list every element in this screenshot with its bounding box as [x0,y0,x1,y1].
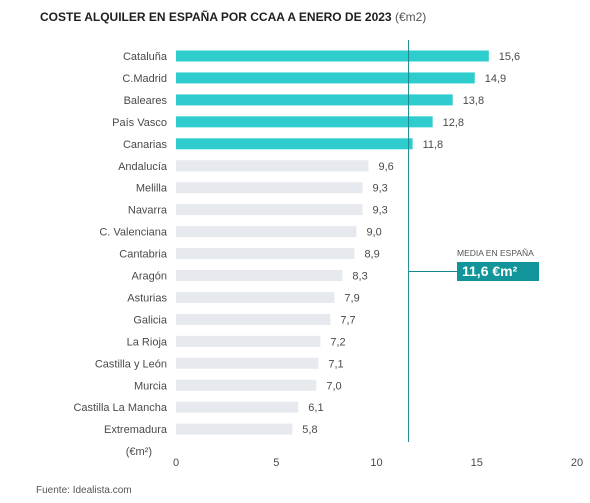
category-label: Canarias [123,139,168,151]
category-label: País Vasco [112,117,167,129]
x-tick-label: 5 [273,457,279,469]
x-tick-label: 20 [571,457,583,469]
value-label: 9,3 [372,183,387,195]
category-label: Extremadura [104,424,168,436]
value-label: 8,9 [364,249,379,261]
bar [176,94,453,106]
value-label: 7,9 [344,292,359,304]
value-label: 14,9 [485,73,506,85]
category-label: Baleares [124,95,168,107]
category-label: C.Madrid [122,73,167,85]
bar [176,291,335,303]
average-value-box [457,262,539,281]
value-label: 9,6 [378,161,393,173]
average-value: 11,6 €m² [462,263,518,279]
value-label: 7,1 [328,358,343,370]
category-label: Cataluña [123,51,168,63]
bar [176,50,489,62]
bar [176,72,475,84]
bar [176,160,369,172]
bar [176,379,317,391]
category-label: C. Valenciana [99,227,168,239]
value-label: 7,0 [326,380,341,392]
value-label: 7,7 [340,314,355,326]
category-label: La Rioja [127,336,168,348]
category-label: Andalucía [118,161,168,173]
average-caption: MEDIA EN ESPAÑA [457,248,534,258]
bar [176,182,363,194]
value-label: 12,8 [443,117,464,129]
value-label: 8,3 [352,271,367,283]
axis-unit-label: (€m²) [126,446,152,458]
chart-title-unit: (€m2) [394,10,427,24]
category-label: Cantabria [119,249,168,261]
value-label: 6,1 [308,402,323,414]
bar [176,270,343,281]
bar [176,204,363,216]
category-label: Castilla y León [95,358,167,370]
x-tick-label: 10 [370,457,382,469]
bar [176,335,321,347]
value-label: 7,2 [330,336,345,348]
category-label: Navarra [128,205,168,217]
value-label: 15,6 [499,51,520,63]
bar-chart: Cataluña 15,6 C.Madrid 14,9 Baleares 13,8 País… [73,40,583,469]
category-label: Murcia [134,380,168,392]
x-tick-label: 0 [173,457,179,469]
category-label: Galicia [133,314,168,326]
category-label: Castilla La Mancha [73,402,167,414]
bar [176,401,299,413]
bar [176,313,331,325]
x-tick-label: 15 [471,457,483,469]
category-label: Asturias [127,292,167,304]
value-label: 9,3 [372,205,387,217]
bar [176,116,433,128]
bar [176,226,357,238]
bar [176,248,355,260]
bar [176,357,319,369]
value-label: 11,8 [423,139,444,151]
value-label: 9,0 [366,227,381,239]
bar [176,423,293,435]
bar [176,138,413,150]
category-label: Aragón [132,271,167,283]
source-note: Fuente: Idealista.com [36,485,132,496]
value-label: 5,8 [302,424,317,436]
value-label: 13,8 [463,95,484,107]
chart-title: COSTE ALQUILER EN ESPAÑA POR CCAA A ENER… [40,10,426,24]
category-label: Melilla [136,183,168,195]
chart-title-main: COSTE ALQUILER EN ESPAÑA POR CCAA A ENER… [40,10,392,24]
